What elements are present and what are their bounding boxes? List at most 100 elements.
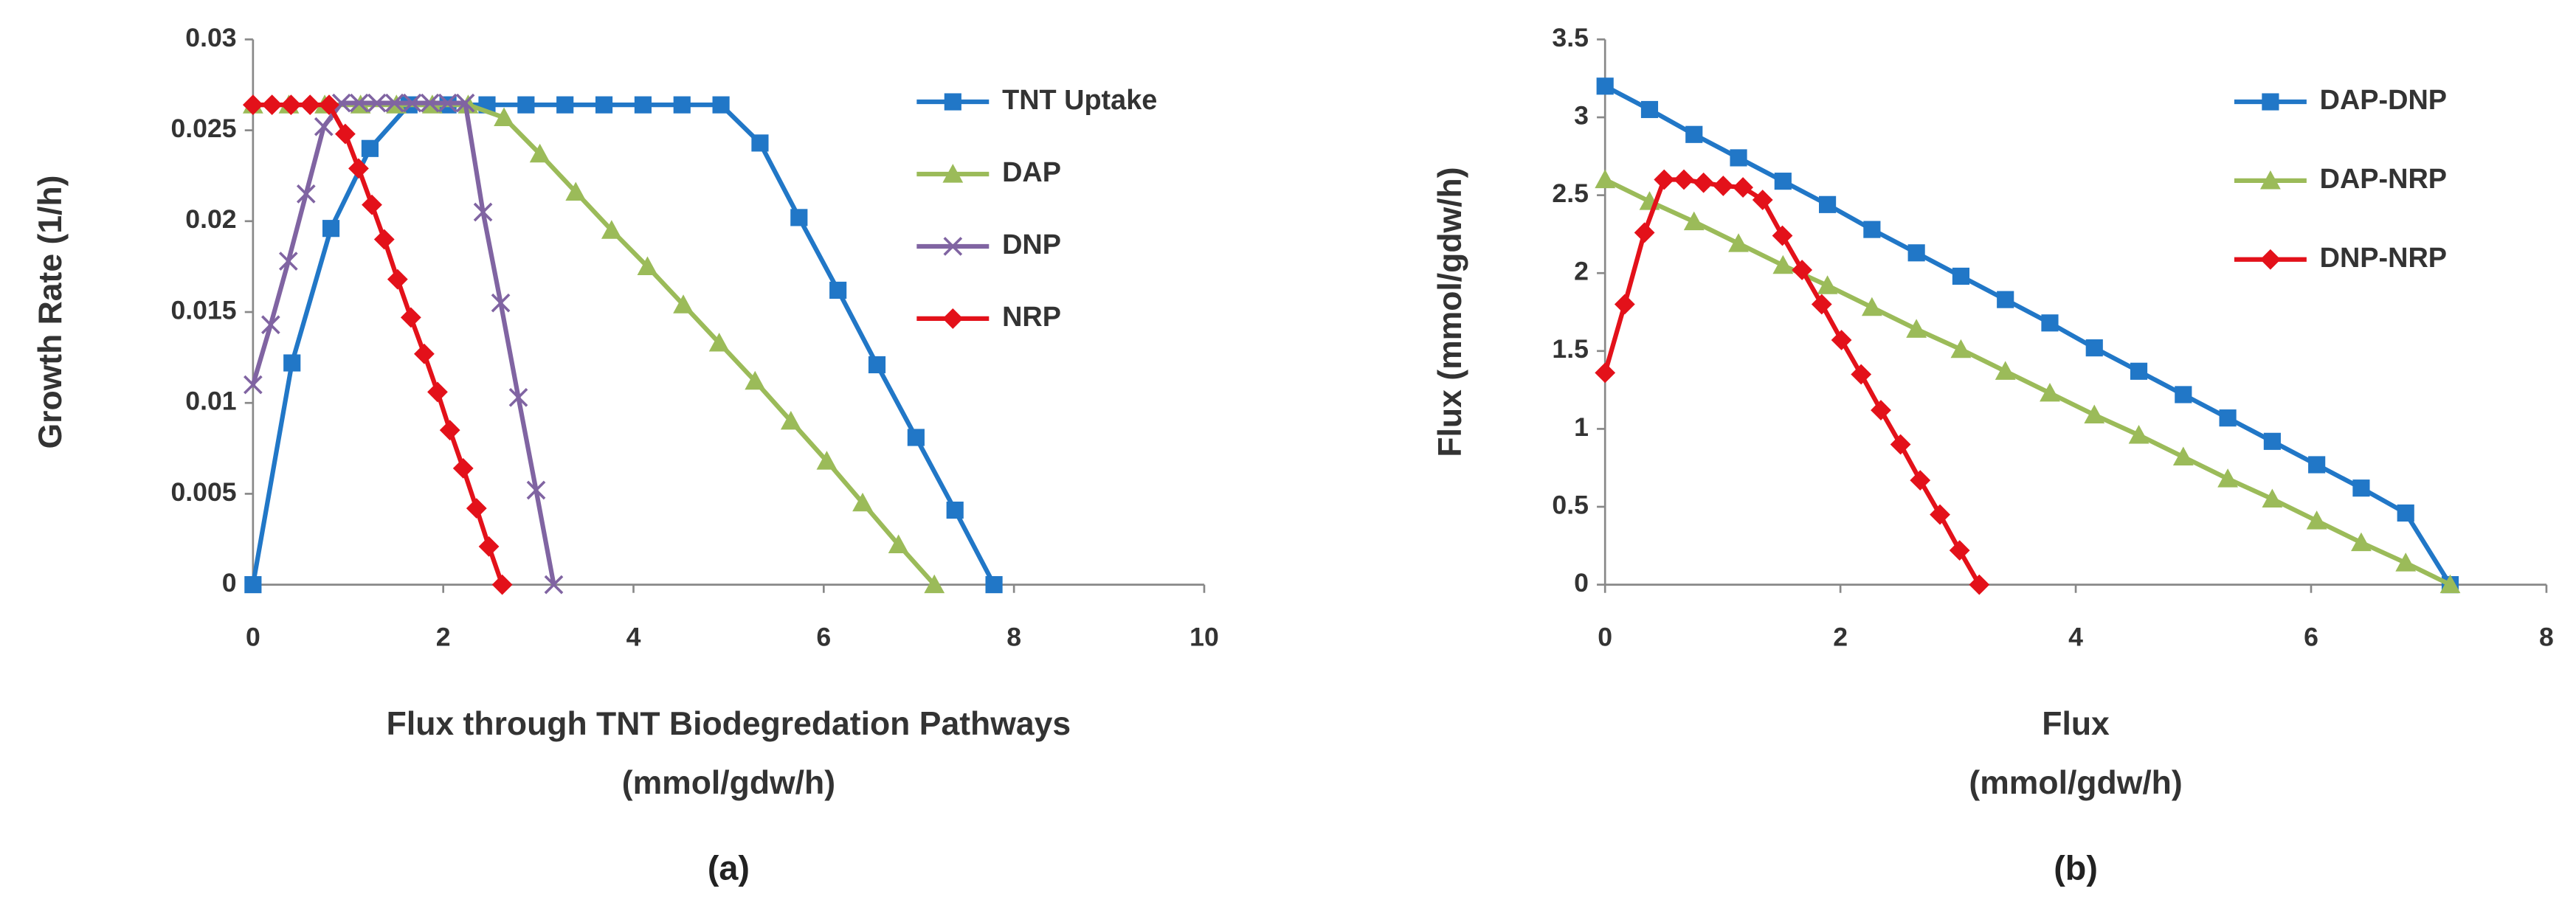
series-line: [250, 100, 556, 586]
marker: [2439, 574, 2461, 594]
x-tick-label: 2: [1833, 622, 1848, 651]
marker: [1728, 233, 1749, 252]
marker: [1851, 364, 1872, 385]
marker: [2351, 532, 2372, 552]
marker: [2352, 479, 2370, 497]
marker: [1907, 244, 1925, 262]
marker: [427, 381, 448, 403]
marker: [438, 93, 457, 113]
marker: [601, 220, 622, 239]
marker: [942, 308, 964, 329]
marker: [319, 94, 339, 116]
x-tick-label: 6: [816, 622, 831, 651]
marker: [708, 333, 730, 352]
marker: [1952, 267, 1969, 285]
marker: [1693, 172, 1714, 193]
marker: [2263, 432, 2281, 450]
y-tick-label: 0.005: [170, 477, 236, 507]
marker: [907, 429, 925, 446]
marker: [944, 93, 961, 111]
x-tick-label: 2: [436, 622, 451, 651]
marker: [2041, 314, 2059, 332]
marker: [985, 576, 1003, 594]
legend-label: DAP-DNP: [2320, 85, 2447, 116]
marker: [244, 375, 263, 395]
legend-label: DNP: [1002, 229, 1061, 260]
marker: [2172, 446, 2194, 466]
marker: [634, 96, 652, 114]
marker: [420, 93, 440, 113]
y-tick-label: 3: [1574, 100, 1589, 130]
x-tick-label: 4: [2068, 622, 2083, 651]
marker: [924, 574, 945, 594]
marker: [1906, 319, 1927, 338]
marker: [331, 93, 351, 113]
marker: [1890, 434, 1911, 455]
marker: [1817, 275, 1838, 294]
legend-label: TNT Uptake: [1002, 85, 1157, 116]
marker: [2219, 409, 2237, 427]
marker: [595, 96, 613, 114]
marker: [751, 134, 769, 152]
marker: [2130, 362, 2148, 380]
y-tick-label: 0.015: [170, 295, 236, 325]
marker: [943, 237, 963, 256]
marker: [384, 93, 404, 113]
marker: [565, 181, 587, 201]
marker: [1861, 297, 1882, 316]
marker: [1969, 574, 1990, 595]
marker: [637, 256, 658, 276]
marker: [1733, 177, 1753, 198]
marker: [2128, 424, 2149, 444]
marker: [1930, 504, 1950, 525]
marker: [361, 139, 379, 157]
marker: [1950, 339, 1972, 358]
y-tick-label: 0.02: [185, 204, 236, 234]
marker: [946, 502, 964, 519]
marker: [244, 576, 262, 594]
marker: [457, 94, 479, 114]
marker: [1683, 211, 1705, 231]
marker: [1997, 291, 2014, 308]
marker: [439, 420, 460, 441]
marker: [1819, 195, 1837, 213]
marker: [387, 269, 408, 290]
marker: [2259, 170, 2281, 190]
y-tick-label: 3.5: [1552, 23, 1589, 52]
x-axis-title: (mmol/gdw/h): [622, 765, 835, 801]
y-axis-title: Growth Rate (1/h): [32, 176, 69, 449]
marker: [1654, 169, 1675, 190]
x-tick-label: 8: [2539, 622, 2554, 651]
marker: [1831, 330, 1852, 350]
marker: [2308, 456, 2326, 474]
marker: [242, 94, 263, 116]
y-tick-label: 0.025: [170, 114, 236, 143]
marker: [2040, 382, 2060, 402]
marker: [2084, 404, 2105, 423]
x-tick-label: 4: [626, 622, 641, 651]
x-axis-title: Flux: [2042, 706, 2110, 742]
y-tick-label: 1.5: [1552, 334, 1589, 364]
marker: [2175, 386, 2192, 403]
marker: [556, 96, 574, 114]
marker: [373, 229, 395, 250]
x-tick-label: 0: [246, 622, 260, 651]
marker: [2262, 93, 2279, 111]
x-tick-label: 0: [1598, 622, 1612, 651]
x-axis-title: Flux through TNT Biodegredation Pathways: [387, 706, 1071, 742]
marker: [1713, 176, 1734, 196]
marker: [745, 370, 766, 390]
marker: [2395, 553, 2417, 572]
x-tick-label: 10: [1189, 622, 1219, 651]
marker: [283, 354, 301, 372]
marker: [322, 220, 340, 238]
marker: [362, 194, 382, 215]
marker: [888, 534, 909, 553]
marker: [673, 96, 691, 114]
marker: [673, 294, 694, 314]
marker: [300, 94, 321, 116]
y-tick-label: 0.01: [185, 387, 236, 416]
marker: [491, 293, 511, 313]
marker: [466, 498, 487, 519]
marker: [261, 94, 283, 116]
